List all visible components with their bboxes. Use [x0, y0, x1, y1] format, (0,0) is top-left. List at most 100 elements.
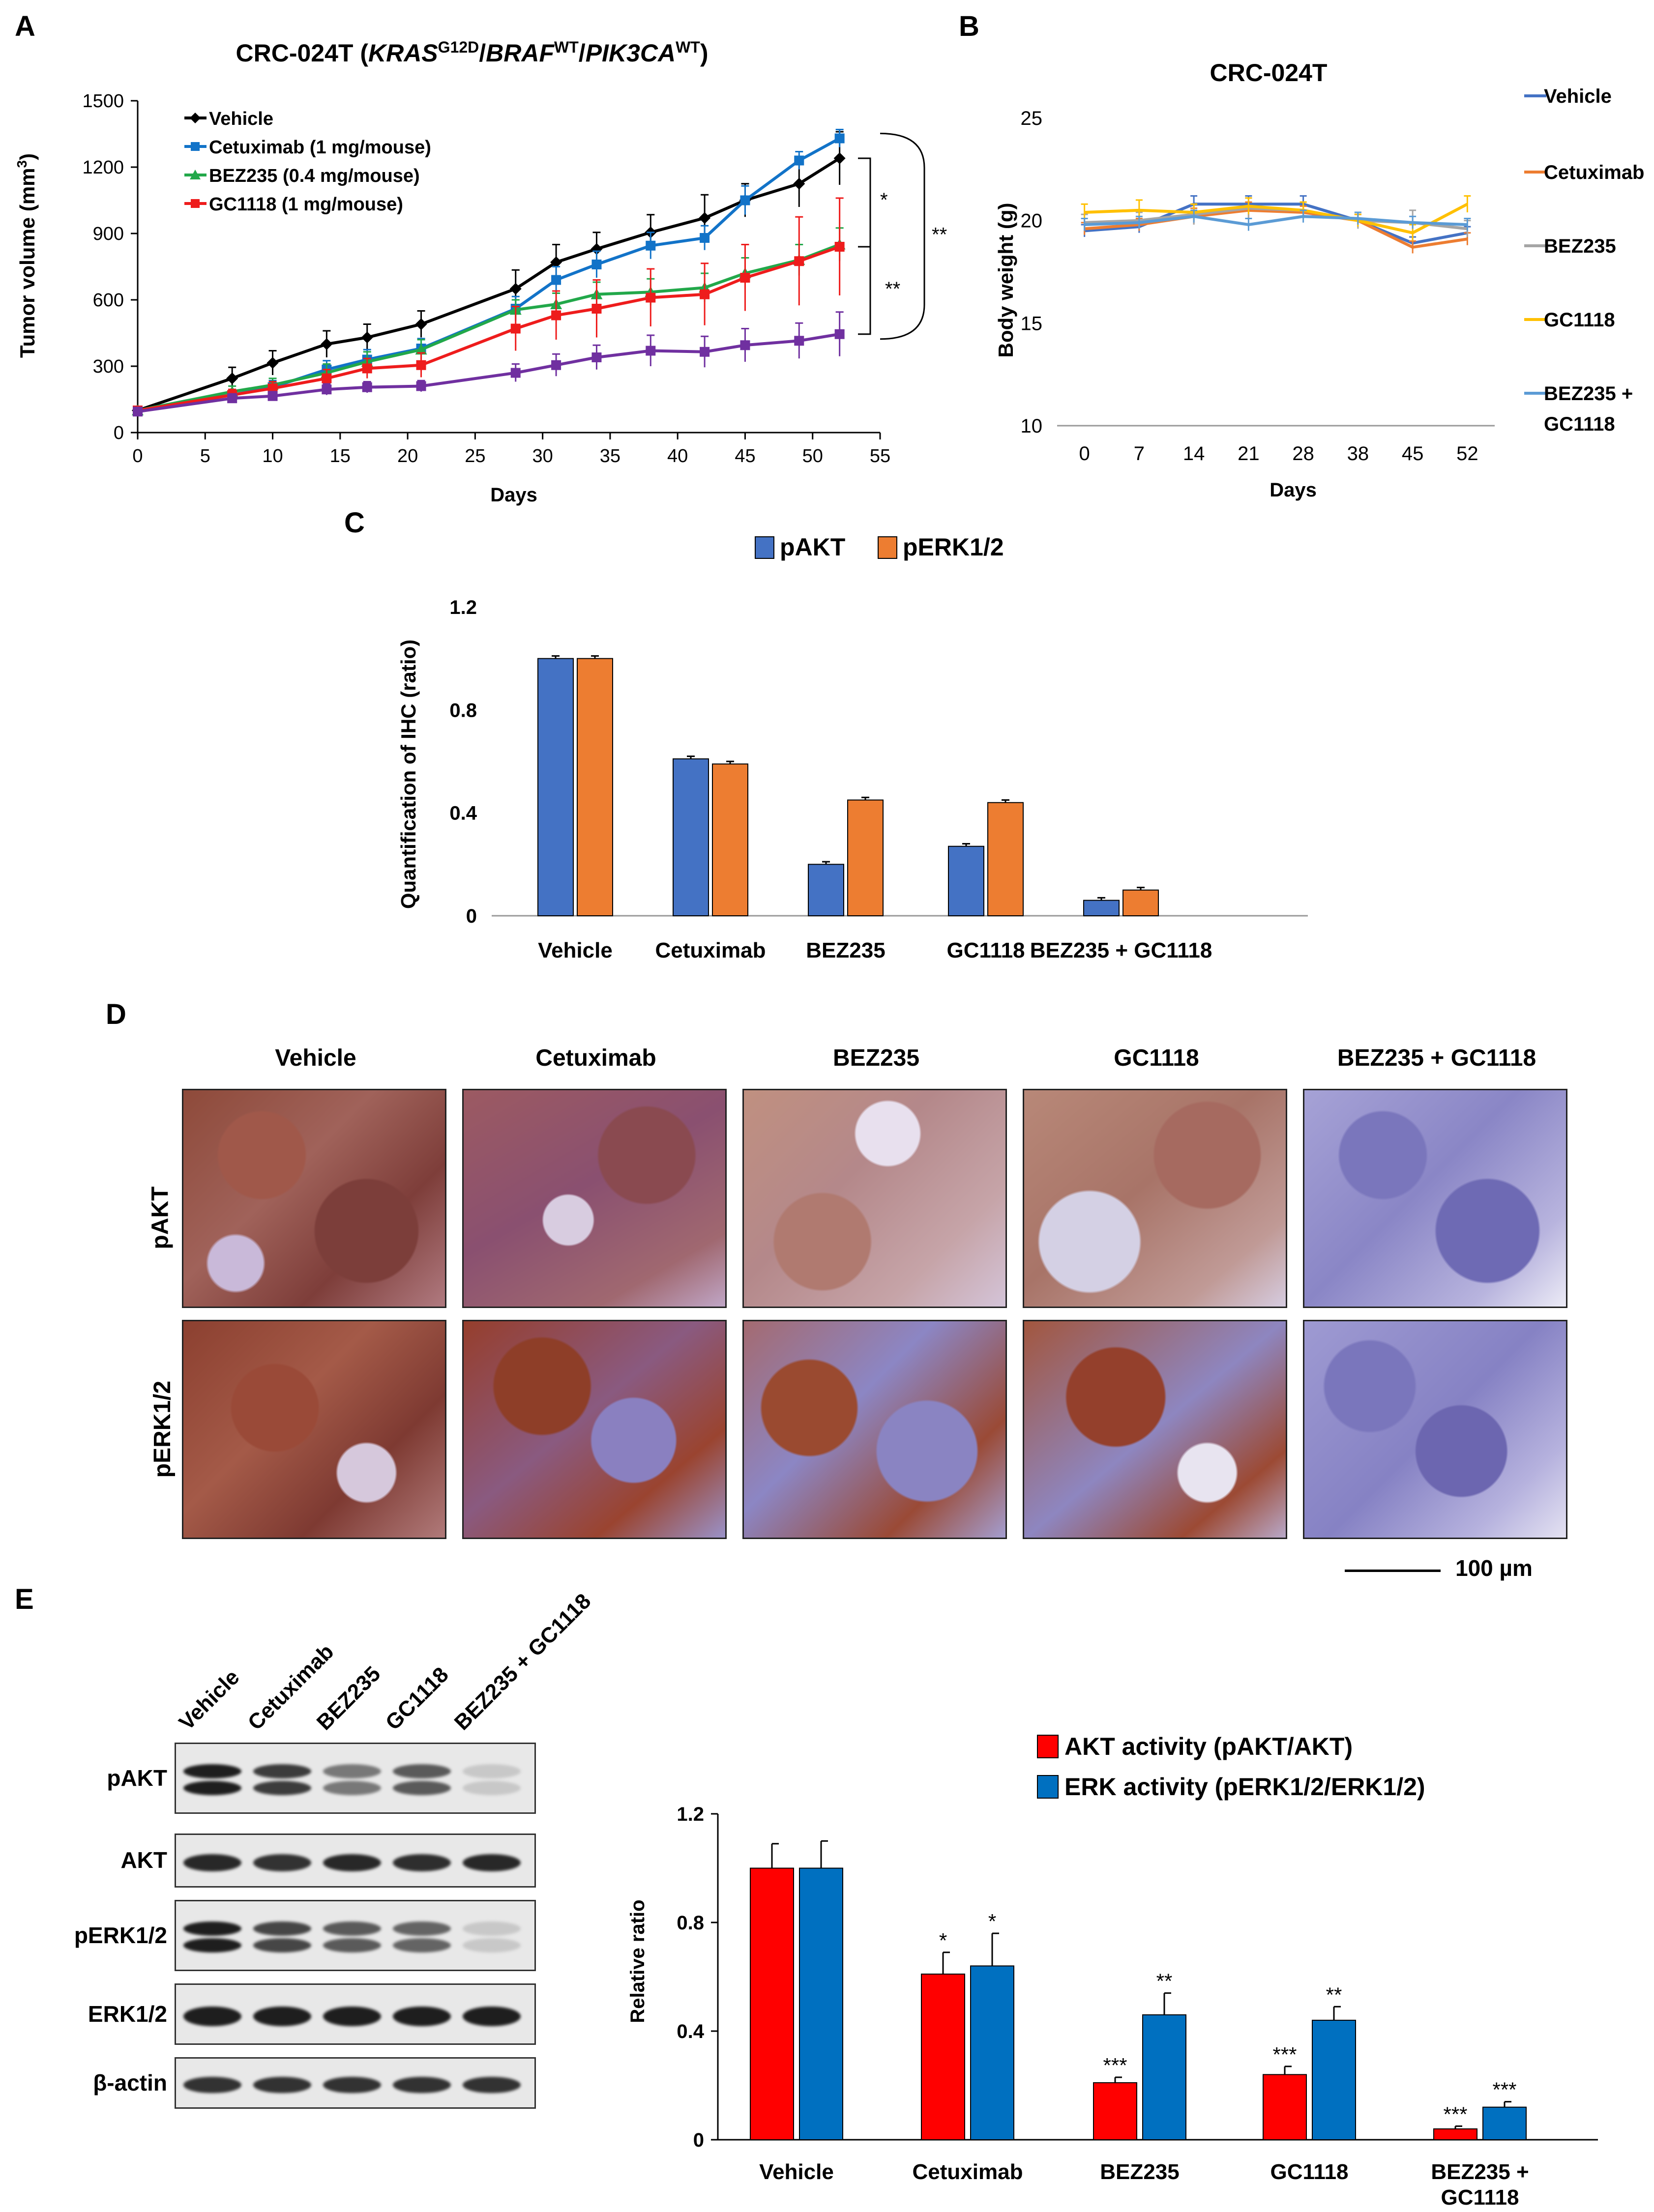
data-point [646, 240, 656, 251]
western-band [463, 1854, 521, 1871]
western-row-label-erk1-2: ERK1/2 [88, 2001, 167, 2027]
legend-marker [190, 170, 201, 179]
x-tick-label: 50 [802, 446, 823, 466]
western-band-upper [253, 1921, 311, 1936]
x-category-label: Vehicle [759, 2160, 834, 2184]
y-tick-label: 0 [693, 2129, 704, 2151]
significance-mark: * [988, 1910, 996, 1933]
ihc-column-cetuximab: Cetuximab [535, 1045, 656, 1071]
y-tick-label: 0.8 [449, 699, 477, 721]
x-tick-label: 55 [870, 446, 890, 466]
ihc-image-perk-cetuximab [462, 1320, 727, 1539]
x-category-label: BEZ235 [1100, 2160, 1179, 2184]
data-point [267, 383, 278, 393]
legend-label-pakt: pAKT [780, 533, 845, 561]
y-tick-label: 0 [114, 423, 124, 443]
legend-label-bez235-4: BEZ235 + [1544, 383, 1633, 405]
western-band-upper [323, 1764, 381, 1778]
data-point [510, 323, 521, 334]
x-category-label: BEZ235 [806, 938, 885, 962]
data-point [793, 177, 805, 190]
legend-label-gc1118-3: GC1118 [1544, 309, 1615, 331]
ihc-row-pakt: pAKT [147, 1186, 174, 1250]
western-blot-strip-actin [175, 2057, 536, 2109]
data-point [416, 360, 426, 370]
significance-mark: *** [1272, 2043, 1297, 2066]
western-band [323, 2006, 381, 2026]
data-point [591, 304, 602, 314]
legend-label-cetuximab-1: Cetuximab [1544, 162, 1645, 183]
scale-bar-line [1345, 1570, 1441, 1572]
western-band-upper [393, 1764, 451, 1778]
western-band-upper [183, 1764, 241, 1778]
legend-label-vehicle: Vehicle [209, 109, 273, 129]
western-band-lower [393, 1938, 451, 1953]
data-point [551, 310, 561, 320]
x-tick-label: 35 [600, 446, 620, 466]
bar-perk1-2-bez235-gc1118 [1122, 889, 1159, 917]
chart-c-ylabel: Quantification of IHC (ratio) [397, 640, 420, 909]
x-tick-label: 52 [1456, 443, 1478, 465]
western-band [393, 2006, 451, 2026]
chart-b-ylabel: Body weight (g) [994, 203, 1017, 358]
legend-marker [190, 113, 201, 123]
western-band-lower [183, 1781, 241, 1796]
data-point [834, 242, 845, 252]
x-tick-label: 28 [1292, 443, 1314, 465]
scale-bar-label: 100 µm [1455, 1555, 1533, 1581]
significance-mark: *** [1103, 2054, 1127, 2077]
bar-pakt-bez235-gc1118 [1083, 900, 1120, 916]
data-point [740, 195, 750, 205]
chart-b-title: CRC-024T [1210, 59, 1328, 87]
data-point [700, 289, 710, 299]
bar-erk-activity-perk1-2-erk1-2-cetuximab [970, 1965, 1014, 2140]
data-point [591, 260, 602, 269]
x-tick-label: 15 [330, 446, 351, 466]
series-line-bez235-gc1118 [137, 332, 840, 413]
panel-label-e: E [15, 1583, 34, 1615]
x-tick-label: 0 [132, 446, 143, 466]
sig-bracket-cetuximab-combo [880, 133, 925, 340]
western-band [463, 2006, 521, 2026]
bar-erk-activity-perk1-2-erk1-2-bez235 [1142, 2014, 1186, 2140]
bar-pakt-gc1118 [948, 845, 984, 917]
y-tick-label: 0 [466, 905, 477, 927]
sig-star: ** [885, 278, 900, 300]
legend-label-akt-activity-pakt-akt: AKT activity (pAKT/AKT) [1064, 1733, 1353, 1760]
bar-akt-activity-pakt-akt-vehicle [750, 1867, 794, 2140]
ihc-column-gc1118: GC1118 [1114, 1045, 1199, 1071]
legend-label-vehicle-0: Vehicle [1544, 86, 1612, 107]
series-line-vehicle [137, 157, 841, 412]
x-tick-label: 21 [1238, 443, 1260, 465]
data-point [415, 318, 427, 330]
data-point [740, 340, 750, 350]
bar-perk1-2-bez235 [847, 799, 884, 916]
chart-b-xlabel: Days [1270, 479, 1317, 501]
ihc-column-combo: BEZ235 + GC1118 [1337, 1045, 1536, 1071]
ihc-image-pakt-gc1118 [1023, 1089, 1287, 1308]
western-band [253, 1854, 311, 1871]
legend-swatch-erk-activity-perk1-2-erk1-2 [1037, 1775, 1059, 1799]
data-point [551, 275, 561, 285]
western-band-lower [463, 1938, 521, 1953]
western-band [253, 2006, 311, 2026]
data-point [794, 155, 804, 166]
chart-a-xlabel: Days [490, 484, 537, 506]
ihc-row-perk: pERK1/2 [149, 1380, 176, 1478]
western-blot-strip-perk1-2 [175, 1900, 536, 1971]
y-tick-label: 1500 [82, 91, 124, 112]
series-line-bez235-0-4-mg-mouse [137, 243, 840, 412]
western-band [183, 2006, 241, 2026]
western-band-lower [323, 1781, 381, 1796]
data-point [227, 393, 237, 404]
panel-label-d: D [106, 998, 126, 1030]
significance-mark: *** [1492, 2078, 1516, 2101]
data-point [362, 363, 372, 374]
ihc-column-bez235: BEZ235 [832, 1045, 920, 1071]
data-point [322, 384, 332, 395]
legend-label-bez235-2: BEZ235 [1544, 235, 1616, 257]
legend-swatch-pakt [755, 536, 774, 559]
western-blot-strip-akt [175, 1834, 536, 1888]
x-category-label: BEZ235 + GC1118 [1030, 938, 1212, 962]
western-band-lower [393, 1781, 451, 1796]
